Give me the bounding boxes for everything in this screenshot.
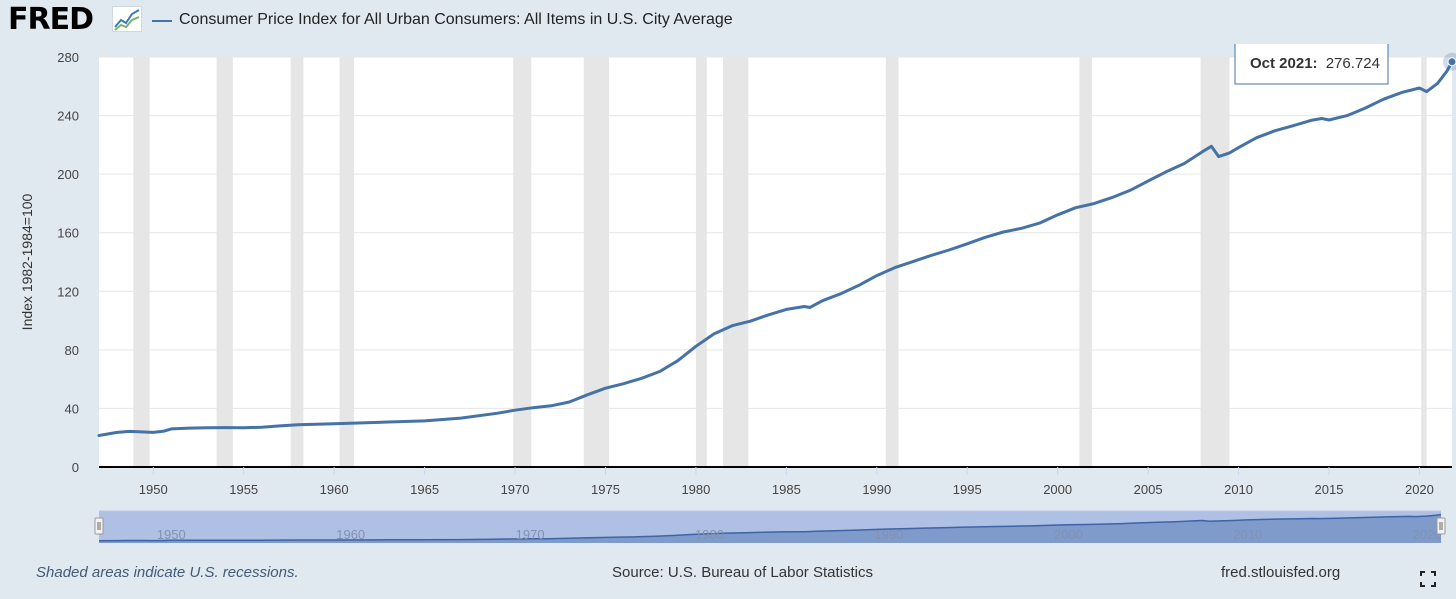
navigator-tick-label: 1970: [516, 527, 545, 542]
recession-band: [216, 57, 233, 467]
fred-url-link[interactable]: fred.stlouisfed.org: [1221, 564, 1341, 581]
fullscreen-icon[interactable]: [1420, 571, 1436, 587]
recession-band: [513, 57, 532, 467]
chart-header: FRED Consumer Price Index for All Urban …: [0, 0, 1456, 44]
y-tick-label: 0: [72, 460, 79, 475]
recession-band: [1421, 57, 1427, 467]
navigator-tick-label: 2010: [1233, 527, 1262, 542]
recession-band: [290, 57, 304, 467]
x-tick-label: 1960: [320, 482, 349, 497]
navigator-tick-label: 1960: [336, 527, 365, 542]
recession-band: [723, 57, 749, 467]
x-tick-label: 2020: [1405, 482, 1434, 497]
navigator-tick-label: 1950: [157, 527, 186, 542]
recession-band: [885, 57, 899, 467]
x-tick-label: 1965: [410, 482, 439, 497]
x-tick-label: 1980: [681, 482, 710, 497]
cpi-line-chart[interactable]: Index 1982-1984=100 0 40 80 120 160 200 240 280…: [0, 44, 1456, 556]
x-tick-label: 2005: [1134, 482, 1163, 497]
chart-title: Consumer Price Index for All Urban Consu…: [179, 11, 733, 28]
x-tick-label: 1970: [501, 482, 530, 497]
y-tick-label: 80: [65, 343, 79, 358]
source-text: Source: U.S. Bureau of Labor Statistics: [612, 564, 873, 581]
tooltip-value: 276.724: [1326, 55, 1380, 72]
y-tick-label: 280: [57, 50, 79, 65]
x-tick-label: 1995: [953, 482, 982, 497]
recession-band: [339, 57, 355, 467]
navigator-tick-label: 1980: [695, 527, 724, 542]
y-tick-label: 40: [65, 401, 79, 416]
y-tick-label: 240: [57, 109, 79, 124]
gridlines: [99, 56, 1452, 468]
x-tick-labels: 1950 1955 1960 1965 1970 1975 1980 1985 1990 1995…: [139, 467, 1434, 497]
svg-text:Oct 2021: 276.724: Oct 2021: 276.724: [1250, 55, 1380, 72]
tooltip-date: Oct 2021:: [1250, 55, 1318, 72]
navigator-series-area: [99, 514, 1441, 543]
recession-bands: [133, 57, 1427, 467]
x-tick-label: 2015: [1315, 482, 1344, 497]
navigator-right-handle[interactable]: [1436, 517, 1446, 535]
y-tick-label: 200: [57, 167, 79, 182]
series-group: [97, 52, 1456, 437]
navigator-tick-label: 2020: [1413, 527, 1442, 542]
navigator-tick-label: 2000: [1054, 527, 1083, 542]
recession-band: [1200, 57, 1230, 467]
y-tick-label: 120: [57, 284, 79, 299]
mini-line-chart-icon: [112, 6, 142, 32]
recession-band: [583, 57, 610, 467]
x-tick-label: 1990: [862, 482, 891, 497]
y-tick-labels: 0 40 80 120 160 200 240 280: [57, 50, 79, 475]
y-axis-label-group: Index 1982-1984=100: [19, 193, 35, 330]
navigator-series-line: [98, 513, 1442, 542]
legend-series-line: [152, 20, 172, 22]
navigator-tick-label: 1990: [874, 527, 903, 542]
y-axis-label: Index 1982-1984=100: [19, 193, 35, 330]
x-tick-label: 1955: [229, 482, 258, 497]
recession-note: Shaded areas indicate U.S. recessions.: [36, 564, 299, 581]
cpi-series-line[interactable]: [97, 60, 1454, 437]
hover-point[interactable]: [1447, 57, 1456, 67]
navigator-left-handle[interactable]: [94, 517, 104, 535]
tooltip-group: Oct 2021: 276.724: [1234, 44, 1389, 85]
recession-band: [1079, 57, 1093, 467]
fred-logo[interactable]: FRED: [8, 2, 94, 37]
y-tick-label: 160: [57, 226, 79, 241]
range-navigator[interactable]: 1950 1960 1970 1980 1990 2000 2010 2020: [94, 510, 1446, 543]
x-tick-label: 1950: [139, 482, 168, 497]
x-tick-label: 1975: [591, 482, 620, 497]
tooltip-box: [1234, 44, 1389, 85]
x-tick-label: 2000: [1043, 482, 1072, 497]
recession-band: [695, 57, 707, 467]
x-tick-label: 1985: [772, 482, 801, 497]
x-tick-label: 2010: [1224, 482, 1253, 497]
recession-band: [133, 57, 150, 467]
